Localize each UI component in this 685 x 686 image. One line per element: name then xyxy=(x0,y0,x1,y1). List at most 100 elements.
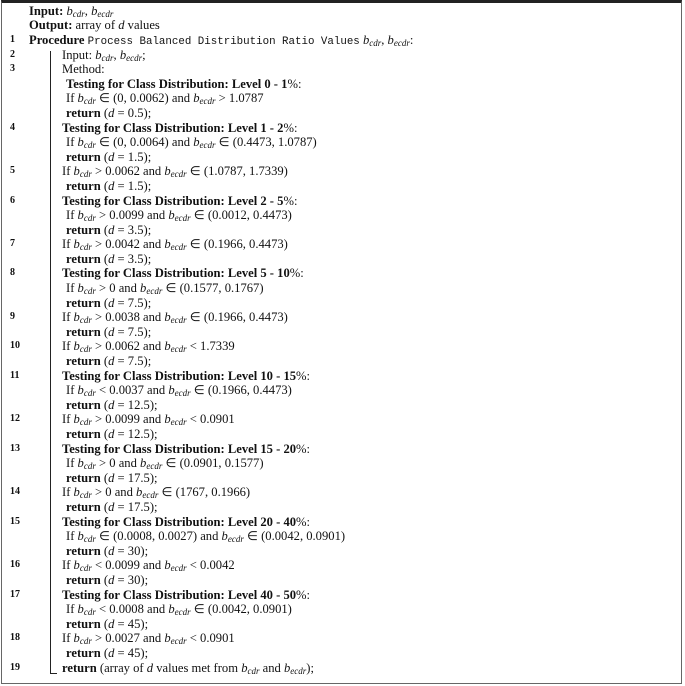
bold-text: return xyxy=(66,295,101,310)
math-subscript: ecdr xyxy=(170,636,187,647)
math-expression: d xyxy=(108,179,114,193)
line-text: return (array of d values met from bcdr … xyxy=(62,660,314,676)
math-subscript: cdr xyxy=(83,213,96,224)
math-expression: bcdr xyxy=(74,164,92,180)
math-expression: bcdr xyxy=(363,33,381,48)
algorithm-line: If bcdr ∈ (0, 0.0064) and becdr ∈ (0.447… xyxy=(2,135,681,150)
bold-text: return xyxy=(66,251,101,266)
math-variable: b xyxy=(164,310,171,325)
math-subscript: cdr xyxy=(83,286,96,297)
line-text: return (d = 12.5); xyxy=(66,397,158,412)
algorithm-line: return (d = 30); xyxy=(2,573,681,588)
algorithm-line: 13 Testing for Class Distribution: Level … xyxy=(2,442,681,457)
math-subscript: ecdr xyxy=(290,665,307,676)
line-text: Input: bcdr, becdr; xyxy=(62,47,146,63)
line-text: return (d = 3.5); xyxy=(66,251,152,266)
line-text: If bcdr ∈ (0, 0.0064) and becdr ∈ (0.447… xyxy=(66,135,317,151)
math-expression: d xyxy=(147,661,153,675)
math-expression: d xyxy=(108,106,114,120)
math-subscript: cdr xyxy=(79,636,92,647)
math-expression: becdr xyxy=(164,412,186,427)
algorithm-line: return (d = 3.5); xyxy=(2,252,681,267)
math-variable: b xyxy=(77,383,84,398)
math-subscript: ecdr xyxy=(146,286,163,297)
math-variable: d xyxy=(108,645,115,660)
math-expression: bcdr xyxy=(78,602,96,617)
algorithm-line: return (d = 3.5); xyxy=(2,223,681,238)
math-variable: b xyxy=(140,456,147,471)
bold-text: return xyxy=(66,354,101,369)
math-expression: bcdr xyxy=(66,4,84,18)
math-variable: d xyxy=(108,397,115,412)
math-expression: becdr xyxy=(168,208,191,224)
math-expression: becdr xyxy=(193,135,215,150)
math-subscript: ecdr xyxy=(170,242,187,253)
math-variable: b xyxy=(77,456,84,471)
line-number: 11 xyxy=(10,369,20,381)
bold-text: return xyxy=(66,543,101,558)
algorithm-line: 4 Testing for Class Distribution: Level 1… xyxy=(2,121,681,136)
line-text: If bcdr > 0.0062 and becdr ∈ (1.0787, 1.… xyxy=(62,164,288,180)
math-expression: becdr xyxy=(140,456,162,471)
math-expression: bcdr xyxy=(77,208,96,224)
math-variable: b xyxy=(66,4,73,18)
algorithm-line: If bcdr ∈ (0, 0.0062) and becdr > 1.0787 xyxy=(2,91,681,106)
line-number: 1 xyxy=(10,33,15,45)
math-subscript: cdr xyxy=(79,169,92,180)
math-variable: d xyxy=(108,616,115,631)
math-variable: b xyxy=(73,237,80,252)
math-expression: d xyxy=(108,354,114,368)
algorithm-line: 19 return (array of d values met from bcd… xyxy=(2,661,681,676)
math-expression: bcdr xyxy=(241,661,259,676)
line-text: Testing for Class Distribution: Level 1 … xyxy=(62,120,298,135)
line-number: 6 xyxy=(10,194,15,206)
math-subscript: cdr xyxy=(83,96,96,107)
math-expression: d xyxy=(108,150,114,164)
algorithm-line: If bcdr ∈ (0.0008, 0.0027) and becdr ∈ (… xyxy=(2,529,681,544)
algorithm-line: 2 Input: bcdr, becdr; xyxy=(2,48,681,63)
bold-text: Testing for Class Distribution: Level 20… xyxy=(62,514,297,529)
math-subscript: cdr xyxy=(83,461,96,472)
algorithm-line: return (d = 12.5); xyxy=(2,398,681,413)
math-subscript: ecdr xyxy=(170,315,187,326)
algorithm-line: 11 Testing for Class Distribution: Level … xyxy=(2,369,681,384)
math-variable: b xyxy=(168,602,175,617)
bold-text: Testing for Class Distribution: Level 40… xyxy=(62,587,297,602)
line-text: return (d = 7.5); xyxy=(66,324,152,339)
math-expression: becdr xyxy=(284,661,307,676)
math-variable: b xyxy=(168,383,175,398)
algorithm-line: Input: bcdr, becdr xyxy=(2,4,681,18)
algorithm-line: 16 If bcdr < 0.0099 and becdr < 0.0042 xyxy=(2,558,681,573)
bold-text: return xyxy=(66,616,101,631)
algorithm-line: return (d = 45); xyxy=(2,617,681,632)
math-variable: b xyxy=(73,412,80,427)
line-text: Testing for Class Distribution: Level 40… xyxy=(62,587,311,602)
math-variable: b xyxy=(73,631,80,646)
bold-text: Output: xyxy=(29,18,73,33)
bold-text: Testing for Class Distribution: Level 0 … xyxy=(66,76,288,91)
line-text: Method: xyxy=(62,62,105,77)
bold-text: Testing for Class Distribution: Level 2 … xyxy=(62,193,284,208)
line-text: If bcdr > 0.0062 and becdr < 1.7339 xyxy=(62,339,235,355)
algorithm-line: return (d = 30); xyxy=(2,544,681,559)
math-subscript: cdr xyxy=(79,563,92,574)
bold-text: return xyxy=(66,397,101,412)
line-number: 10 xyxy=(10,340,20,352)
math-variable: b xyxy=(164,558,171,573)
bold-text: return xyxy=(66,178,101,193)
bold-text: return xyxy=(66,499,101,514)
algorithm-line: return (d = 1.5); xyxy=(2,179,681,194)
math-subscript: cdr xyxy=(101,52,114,63)
math-variable: b xyxy=(140,281,147,296)
line-text: Output: array of d values xyxy=(29,18,160,33)
line-text: Testing for Class Distribution: Level 15… xyxy=(62,441,311,456)
math-subscript: ecdr xyxy=(174,213,191,224)
math-expression: d xyxy=(108,500,114,514)
bold-text: return xyxy=(66,324,101,339)
line-text: If bcdr < 0.0099 and becdr < 0.0042 xyxy=(62,558,235,574)
math-variable: b xyxy=(77,208,84,223)
bold-text: return xyxy=(66,222,101,237)
math-subscript: cdr xyxy=(83,534,96,545)
math-variable: d xyxy=(108,178,115,193)
math-expression: bcdr xyxy=(73,631,92,647)
